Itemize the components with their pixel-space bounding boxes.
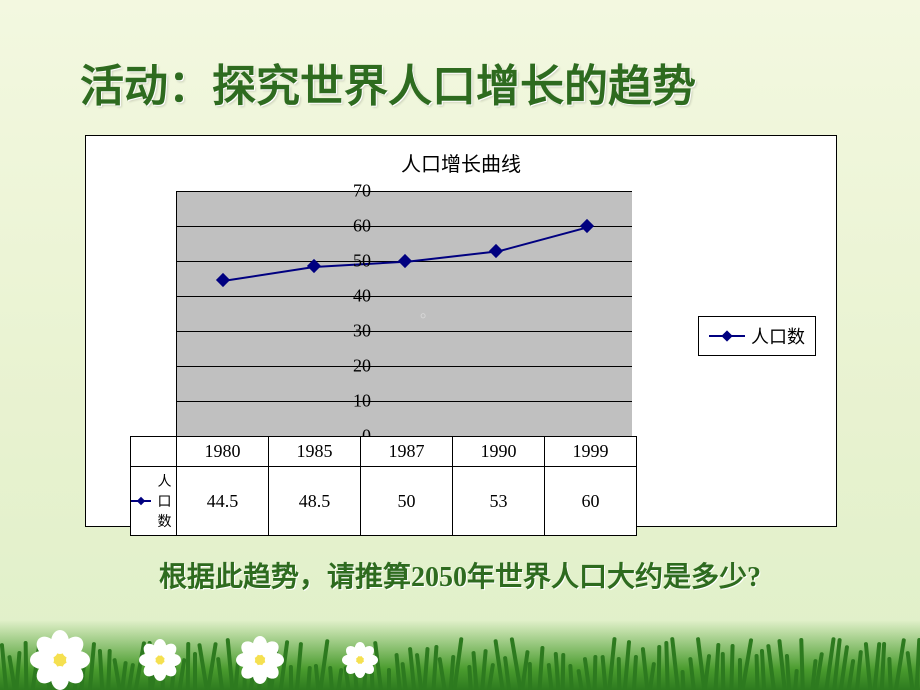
slide-title: 活动：探究世界人口增长的趋势 [80,50,696,114]
y-tick-label: 70 [331,181,371,202]
data-point-marker [488,243,502,257]
table-cell: 50 [361,467,453,536]
table-cell: 53 [453,467,545,536]
chart-line-segment [495,226,587,252]
chart-line-segment [222,266,313,282]
flower-icon [236,636,284,684]
legend: 人口数 [698,316,816,356]
table-cell: 48.5 [269,467,361,536]
data-point-marker [579,219,593,233]
table-cell: 60 [545,467,637,536]
table-row-values: 人口数 44.5 48.5 50 53 60 [131,467,637,536]
y-tick-label: 30 [331,321,371,342]
table-cell: 1990 [453,437,545,467]
table-row-categories: 1980 1985 1987 1990 1999 [131,437,637,467]
table-corner-cell [131,437,177,467]
series-marker-icon [131,500,151,502]
y-tick-label: 10 [331,391,371,412]
flowers-decoration [0,600,920,690]
flower-icon [30,630,90,690]
chart-container: 人口增长曲线 010203040506070 人口数 1980 1985 198… [85,135,837,527]
table-row-label: 人口数 [131,467,177,536]
data-point-marker [397,254,411,268]
data-point-marker [215,273,229,287]
y-tick-label: 60 [331,216,371,237]
y-tick-label: 40 [331,286,371,307]
chart-title: 人口增长曲线 [86,148,836,177]
caption: 根据此趋势，请推算2050年世界人口大约是多少? [0,555,920,595]
table-cell: 1980 [177,437,269,467]
legend-marker-icon [709,335,745,337]
flower-icon [342,642,378,678]
table-cell: 44.5 [177,467,269,536]
legend-label: 人口数 [751,323,805,349]
table-cell: 1985 [269,437,361,467]
watermark: 。 [420,298,436,322]
y-tick-label: 50 [331,251,371,272]
slide: 活动：探究世界人口增长的趋势 人口增长曲线 010203040506070 人口… [0,0,920,690]
table-cell: 1987 [361,437,453,467]
plot-area [176,191,632,437]
series-name: 人口数 [153,471,176,531]
data-table: 1980 1985 1987 1990 1999 人口数 44.5 48.5 5… [130,436,637,536]
flower-icon [139,639,181,681]
table-cell: 1999 [545,437,637,467]
y-tick-label: 20 [331,356,371,377]
